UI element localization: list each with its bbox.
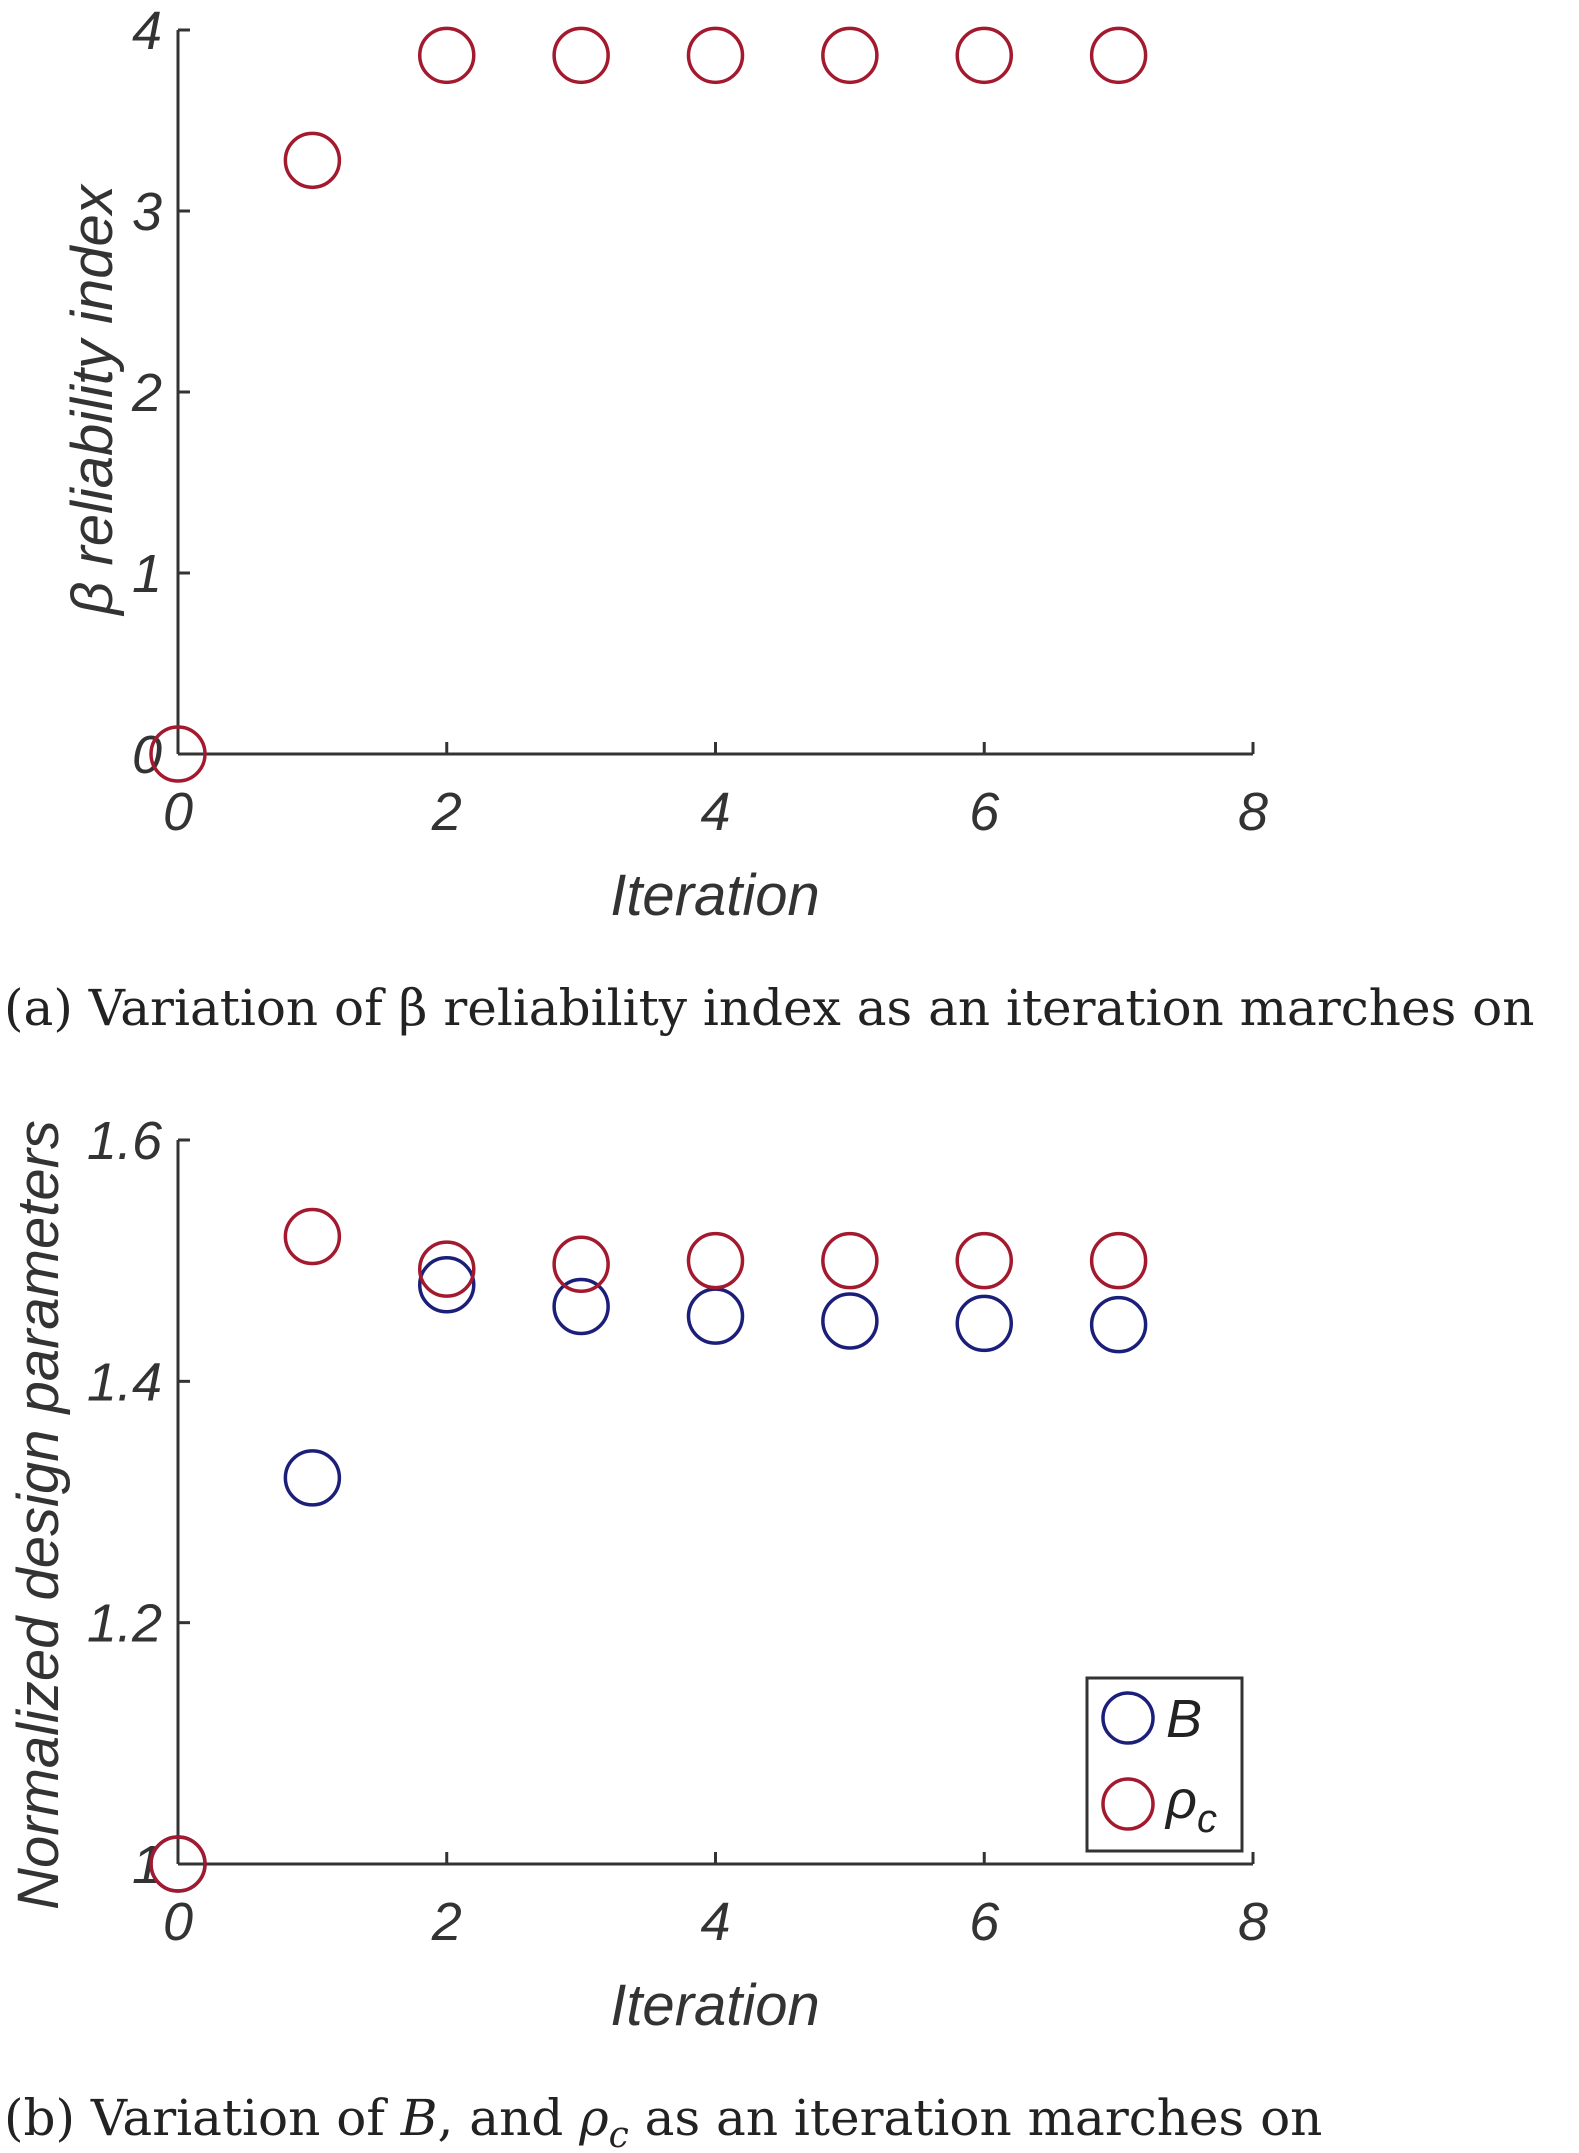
panel-b-y-tick-label: 1.6: [87, 1111, 163, 1171]
panel-b-x-tick-label: 6: [969, 1892, 1000, 1952]
panel-a-series-0-point: [955, 26, 1013, 85]
legend-marker-rho-c: [1101, 1777, 1155, 1831]
panel-b-series-0-point: [1089, 1295, 1148, 1354]
panel-b-series-0-point: [955, 1294, 1013, 1353]
panel-b-y-tick-label: 1.4: [87, 1352, 162, 1412]
panel-b-series-0-point: [552, 1277, 610, 1336]
panel-a-series-0-point: [283, 131, 342, 190]
panel-b-series-1-point: [955, 1231, 1013, 1290]
panel-b-y-tick-label: 1.2: [87, 1594, 162, 1654]
panel-a-series-0-point: [821, 26, 879, 85]
panel-b-series-1-point: [552, 1235, 610, 1294]
panel-b-series-1-point: [149, 1835, 207, 1893]
panel-b-legend: B ρc: [1085, 1676, 1244, 1853]
panel-b-series-1-point: [686, 1231, 745, 1290]
panel-a-y-tick-label: 2: [131, 363, 162, 423]
panel-a-x-tick-label: 8: [1238, 782, 1268, 842]
panel-b-x-tick-label: 8: [1238, 1892, 1268, 1952]
panel-b-chart: 0 2 4 6 811.21.41.6 Iteration Normalized des…: [4, 1111, 1322, 2153]
panel-b-x-axis-label: Iteration: [610, 1973, 820, 2038]
panel-a-x-axis-label: Iteration: [610, 863, 820, 928]
panel-a-y-tick-label: 3: [132, 182, 162, 242]
legend-label-rho-c: ρc: [1164, 1770, 1217, 1841]
panel-a-series-0-point: [552, 26, 610, 85]
panel-a-series-0-point: [1089, 26, 1148, 85]
panel-b-x-tick-label: 4: [700, 1892, 730, 1952]
panel-b-series-1-point: [283, 1207, 342, 1266]
panel-b-series-0-point: [686, 1287, 745, 1345]
panel-a-series-0-point: [149, 725, 207, 783]
legend-box: [1085, 1676, 1244, 1853]
panel-a-x-tick-label: 0: [163, 782, 193, 842]
legend-marker-b: [1101, 1691, 1155, 1745]
panel-b-series-1-point: [1089, 1231, 1148, 1290]
panel-b-series-0-point: [283, 1449, 342, 1507]
panel-b-y-axis-label: Normalized design parameters: [6, 1120, 71, 1910]
panel-b-x-tick-label: 0: [163, 1892, 193, 1952]
panel-a-x-tick-label: 4: [700, 782, 730, 842]
panel-a-y-tick-label: 4: [132, 1, 162, 61]
panel-b-x-tick-label: 2: [431, 1892, 462, 1952]
panel-b-series-1-point: [821, 1231, 879, 1290]
panel-b-series-0-point: [821, 1292, 879, 1350]
panel-a-x-tick-label: 2: [431, 782, 462, 842]
panel-b-series-1-point: [418, 1240, 476, 1298]
panel-a-caption: (a) Variation of β reliability index as …: [4, 979, 1534, 1037]
panel-b-caption: (b) Variation of B, and ρc as an iterati…: [4, 2089, 1322, 2153]
panel-a-series-0-point: [418, 26, 476, 85]
panel-a-series-0-point: [686, 26, 745, 85]
panel-a-x-tick-label: 6: [969, 782, 1000, 842]
legend-label-b: B: [1166, 1689, 1202, 1749]
panel-a-y-tick-label: 1: [132, 544, 162, 604]
panel-b-series-0-point: [418, 1256, 476, 1314]
panel-a-y-axis-label: β reliability index: [60, 183, 125, 617]
